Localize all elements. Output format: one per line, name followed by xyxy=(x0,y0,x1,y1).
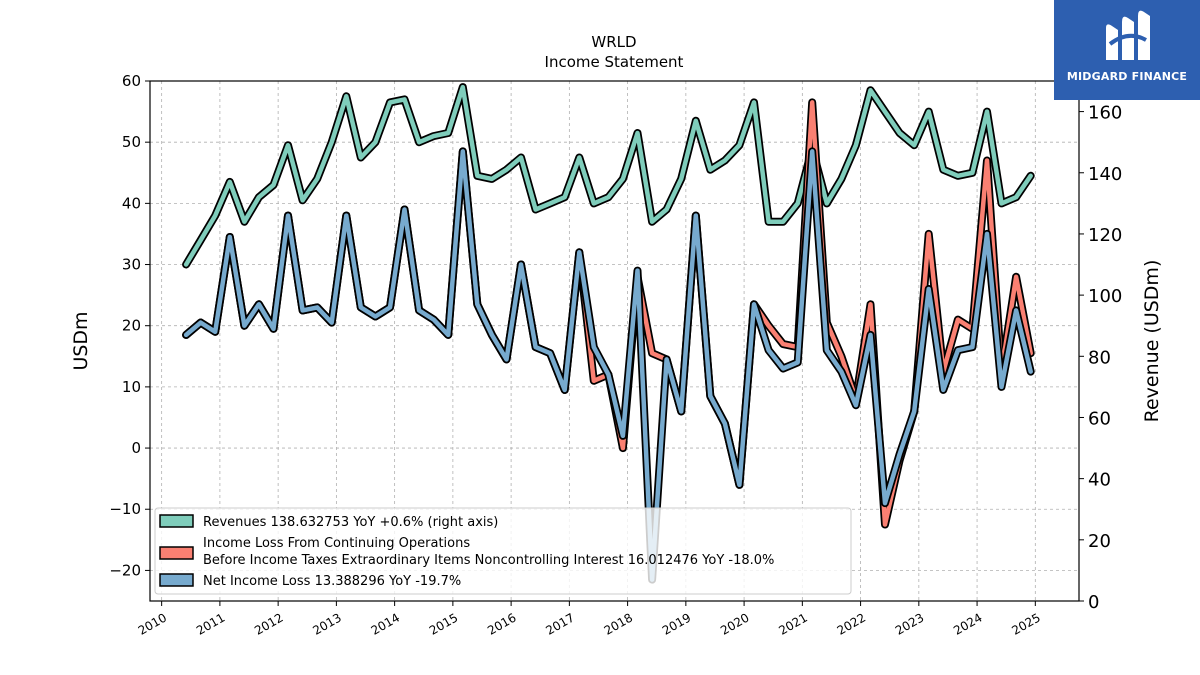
x-tick-label: 2018 xyxy=(602,610,635,637)
x-tick-label: 2023 xyxy=(893,610,926,637)
x-tick-label: 2015 xyxy=(427,610,460,637)
series-layer xyxy=(182,83,1035,584)
x-tick-label: 2013 xyxy=(310,610,343,637)
x-tick-label: 2010 xyxy=(136,610,169,637)
x-tick-label: 2014 xyxy=(369,610,402,637)
right-tick-label: 100 xyxy=(1088,286,1122,307)
legend-box xyxy=(154,507,852,595)
x-axis: 2010 2011 2012 2013 2014 2015 2016 2017 2018 2019… xyxy=(136,601,1043,638)
chart-title: WRLD xyxy=(591,33,636,51)
right-tick-label: 40 xyxy=(1088,470,1111,491)
left-axis: −20 −10 0 10 20 30 40 50 60 xyxy=(109,72,150,579)
plot-frame xyxy=(149,80,1080,602)
right-axis: 0 20 40 60 80 100 120 140 160 xyxy=(1079,103,1122,613)
right-tick-label: 140 xyxy=(1088,164,1122,185)
right-tick-label: 120 xyxy=(1088,225,1122,246)
right-tick-label: 160 xyxy=(1088,103,1122,124)
left-tick-label: 20 xyxy=(122,317,141,335)
right-tick-label: 20 xyxy=(1088,531,1111,552)
logo-text: MIDGARD FINANCE xyxy=(1066,70,1188,83)
x-tick-label: 2020 xyxy=(718,610,751,637)
series-outline-1 xyxy=(182,98,1035,529)
right-tick-label: 60 xyxy=(1088,408,1111,429)
series-line-0 xyxy=(183,84,1033,267)
chart-subtitle: Income Statement xyxy=(545,53,684,71)
left-tick-label: −10 xyxy=(109,500,141,518)
legend-swatch-net-income xyxy=(159,573,194,587)
legend-swatch-income-loss xyxy=(159,546,194,560)
brand-logo: MIDGARD FINANCE xyxy=(1054,0,1200,100)
right-tick-label: 80 xyxy=(1088,347,1111,368)
x-tick-label: 2017 xyxy=(543,610,576,637)
x-tick-label: 2012 xyxy=(252,610,285,637)
left-tick-label: 30 xyxy=(122,256,141,274)
legend-label-revenues: Revenues 138.632753 YoY +0.6% (right axi… xyxy=(203,515,498,530)
left-tick-label: 0 xyxy=(131,439,141,457)
left-tick-label: 10 xyxy=(122,378,141,396)
logo-mark-icon xyxy=(1106,10,1150,61)
series-outline-0 xyxy=(182,83,1035,269)
right-tick-label: 0 xyxy=(1088,592,1099,613)
legend-label-net-income: Net Income Loss 13.388296 YoY -19.7% xyxy=(203,574,461,589)
left-tick-label: 40 xyxy=(122,194,141,212)
x-tick-label: 2016 xyxy=(485,610,518,637)
legend-swatch-revenues xyxy=(159,514,194,528)
left-axis-label: USDm xyxy=(70,311,92,370)
x-tick-label: 2019 xyxy=(660,610,693,637)
x-tick-label: 2022 xyxy=(835,610,868,637)
legend-label-income-loss-line1: Income Loss From Continuing Operations xyxy=(203,536,470,551)
x-tick-label: 2011 xyxy=(194,610,227,637)
x-tick-label: 2024 xyxy=(951,610,984,637)
left-tick-label: 50 xyxy=(122,133,141,151)
legend: Revenues 138.632753 YoY +0.6% (right axi… xyxy=(154,507,852,595)
right-axis-label: Revenue (USDm) xyxy=(1141,260,1163,423)
series-line-1 xyxy=(183,100,1033,527)
legend-label-income-loss: Income Loss From Continuing Operations B… xyxy=(203,536,774,568)
x-tick-label: 2021 xyxy=(776,610,809,637)
x-tick-label: 2025 xyxy=(1009,610,1042,637)
legend-label-income-loss-line2: Before Income Taxes Extraordinary Items … xyxy=(203,553,774,568)
left-tick-label: −20 xyxy=(109,561,141,579)
left-tick-label: 60 xyxy=(122,72,141,90)
